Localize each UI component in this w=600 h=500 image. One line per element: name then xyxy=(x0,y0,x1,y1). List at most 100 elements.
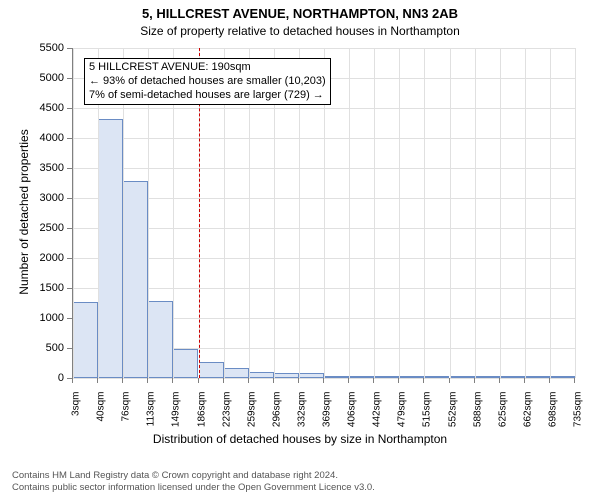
x-axis-label: Distribution of detached houses by size … xyxy=(0,432,600,446)
y-tick-mark xyxy=(67,228,72,229)
histogram-bar xyxy=(173,349,198,378)
y-tick-label: 1500 xyxy=(30,282,64,294)
histogram-bar xyxy=(299,373,324,378)
y-tick-label: 2000 xyxy=(30,252,64,264)
x-tick-mark xyxy=(398,378,399,383)
y-tick-label: 0 xyxy=(30,372,64,384)
x-tick-label: 442sqm xyxy=(372,392,383,428)
x-tick-mark xyxy=(373,378,374,383)
x-tick-label: 113sqm xyxy=(146,392,157,427)
x-tick-label: 296sqm xyxy=(271,392,282,428)
x-tick-mark xyxy=(172,378,173,383)
annotation-box: 5 HILLCREST AVENUE: 190sqm ← 93% of deta… xyxy=(84,58,331,105)
x-tick-label: 735sqm xyxy=(573,392,584,428)
x-tick-label: 76sqm xyxy=(121,392,132,422)
y-tick-mark xyxy=(67,78,72,79)
footer-line-2: Contains public sector information licen… xyxy=(12,482,375,494)
histogram-bar xyxy=(324,376,349,378)
footer-attribution: Contains HM Land Registry data © Crown c… xyxy=(12,470,375,494)
x-tick-mark xyxy=(248,378,249,383)
gridline-vertical xyxy=(525,48,526,378)
x-tick-label: 698sqm xyxy=(547,392,558,428)
x-tick-mark xyxy=(273,378,274,383)
x-tick-mark xyxy=(574,378,575,383)
histogram-bar xyxy=(73,302,98,378)
chart-title-line2: Size of property relative to detached ho… xyxy=(0,24,600,38)
gridline-horizontal xyxy=(73,378,575,379)
histogram-bar xyxy=(450,376,475,378)
x-tick-label: 40sqm xyxy=(96,392,107,422)
y-tick-label: 4500 xyxy=(30,102,64,114)
x-tick-mark xyxy=(524,378,525,383)
gridline-vertical xyxy=(575,48,576,378)
x-tick-label: 3sqm xyxy=(71,392,82,416)
gridline-vertical xyxy=(450,48,451,378)
y-tick-label: 3000 xyxy=(30,192,64,204)
histogram-bar xyxy=(399,376,424,378)
x-tick-mark xyxy=(423,378,424,383)
x-tick-label: 479sqm xyxy=(397,392,408,428)
x-tick-mark xyxy=(474,378,475,383)
x-tick-mark xyxy=(72,378,73,383)
y-axis-label: Number of detached properties xyxy=(17,122,31,302)
y-tick-mark xyxy=(67,198,72,199)
x-tick-mark xyxy=(449,378,450,383)
y-tick-mark xyxy=(67,138,72,139)
annotation-line-1: 5 HILLCREST AVENUE: 190sqm xyxy=(89,61,326,75)
gridline-vertical xyxy=(550,48,551,378)
y-tick-label: 500 xyxy=(30,342,64,354)
x-tick-label: 588sqm xyxy=(472,392,483,428)
x-tick-mark xyxy=(323,378,324,383)
x-tick-label: 552sqm xyxy=(447,392,458,428)
x-tick-label: 149sqm xyxy=(171,392,182,428)
x-tick-mark xyxy=(348,378,349,383)
histogram-bar xyxy=(148,301,173,378)
annotation-line-3: 7% of semi-detached houses are larger (7… xyxy=(89,89,326,103)
histogram-bar xyxy=(98,119,123,378)
x-tick-label: 662sqm xyxy=(522,392,533,428)
x-tick-mark xyxy=(549,378,550,383)
y-tick-mark xyxy=(67,258,72,259)
gridline-vertical xyxy=(500,48,501,378)
x-tick-label: 406sqm xyxy=(347,392,358,428)
x-tick-mark xyxy=(198,378,199,383)
histogram-bar xyxy=(123,181,148,378)
y-tick-label: 5500 xyxy=(30,42,64,54)
x-tick-label: 186sqm xyxy=(196,392,207,428)
y-tick-mark xyxy=(67,168,72,169)
y-tick-mark xyxy=(67,348,72,349)
y-tick-label: 3500 xyxy=(30,162,64,174)
gridline-vertical xyxy=(424,48,425,378)
footer-line-1: Contains HM Land Registry data © Crown c… xyxy=(12,470,375,482)
x-tick-label: 515sqm xyxy=(422,392,433,428)
y-tick-label: 2500 xyxy=(30,222,64,234)
x-tick-label: 332sqm xyxy=(296,392,307,428)
histogram-bar xyxy=(500,376,525,378)
gridline-vertical xyxy=(374,48,375,378)
y-tick-label: 4000 xyxy=(30,132,64,144)
y-tick-label: 1000 xyxy=(30,312,64,324)
x-tick-mark xyxy=(223,378,224,383)
histogram-bar xyxy=(349,376,374,378)
histogram-bar xyxy=(199,362,224,378)
histogram-bar xyxy=(224,368,249,378)
histogram-bar xyxy=(274,373,299,378)
y-tick-mark xyxy=(67,48,72,49)
histogram-bar xyxy=(475,376,500,378)
gridline-vertical xyxy=(73,48,74,378)
x-tick-mark xyxy=(499,378,500,383)
x-tick-label: 223sqm xyxy=(221,392,232,428)
x-tick-mark xyxy=(97,378,98,383)
histogram-bar xyxy=(550,376,575,378)
histogram-bar xyxy=(249,372,274,378)
histogram-bar xyxy=(374,376,399,378)
gridline-vertical xyxy=(399,48,400,378)
x-tick-label: 625sqm xyxy=(497,392,508,428)
gridline-vertical xyxy=(349,48,350,378)
y-tick-mark xyxy=(67,318,72,319)
chart-title-line1: 5, HILLCREST AVENUE, NORTHAMPTON, NN3 2A… xyxy=(0,6,600,21)
x-tick-mark xyxy=(298,378,299,383)
x-tick-label: 259sqm xyxy=(246,392,257,428)
annotation-line-2: ← 93% of detached houses are smaller (10… xyxy=(89,75,326,89)
gridline-vertical xyxy=(475,48,476,378)
